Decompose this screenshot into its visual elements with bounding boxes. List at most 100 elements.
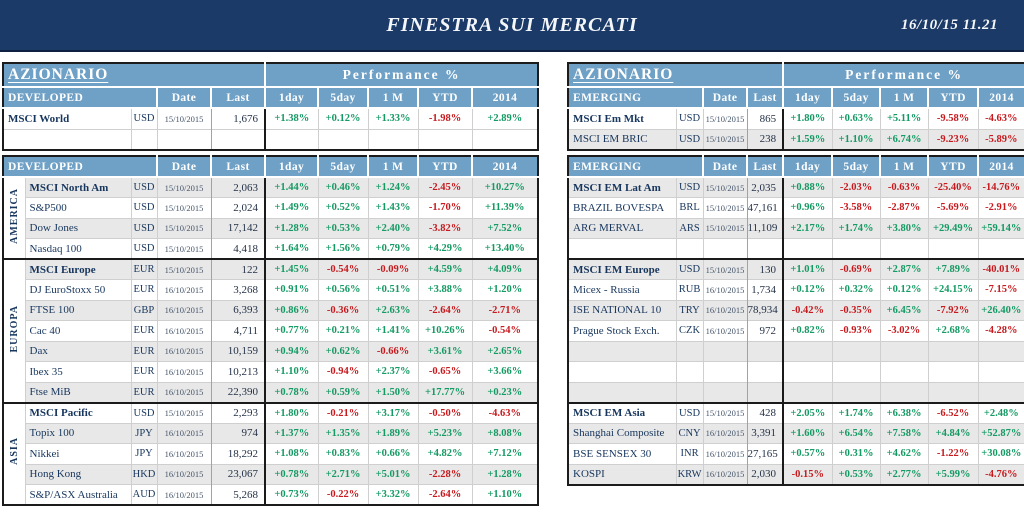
instrument-name: KOSPI — [568, 463, 677, 485]
currency: EUR — [131, 340, 158, 362]
developed-main-table: DEVELOPED Date Last 1day 5day 1 M YTD 20… — [2, 155, 540, 506]
perf-1m: -0.66% — [368, 340, 419, 362]
instrument-row: Topix 100 JPY 16/10/2015 974 +1.37% +1.35% +1.… — [3, 422, 539, 444]
title-banner: FINESTRA SUI MERCATI 16/10/15 11.21 — [0, 0, 1024, 52]
currency: KRW — [676, 463, 704, 485]
last-value: 238 — [747, 128, 784, 150]
perf-2014 — [472, 128, 539, 150]
perf-1day — [782, 381, 833, 403]
col-header-1m: 1 M — [880, 87, 930, 109]
date-value: 15/10/2015 — [702, 401, 748, 423]
perf-ytd — [418, 128, 473, 150]
perf-5day: +0.63% — [832, 107, 881, 129]
col-header-1day: 1day — [782, 156, 834, 178]
instrument-name: MSCI EM BRIC — [568, 128, 677, 150]
perf-ytd: +5.23% — [418, 422, 473, 444]
developed-board: AZIONARIO Performance % DEVELOPED Date L… — [2, 62, 540, 506]
perf-1m: +2.37% — [368, 361, 419, 382]
perf-1day: +0.12% — [782, 279, 833, 300]
date-value: 16/10/2015 — [156, 422, 212, 444]
instrument-name: ISE NATIONAL 10 — [568, 299, 677, 321]
col-header-2014: 2014 — [472, 87, 539, 109]
perf-ytd: -0.65% — [418, 361, 473, 382]
perf-1m: +6.45% — [880, 299, 929, 321]
perf-1day — [782, 238, 833, 259]
section-header-row: AZIONARIO Performance % — [3, 63, 539, 88]
perf-1m: +1.33% — [368, 107, 419, 129]
instrument-name: BSE SENSEX 30 — [568, 443, 677, 464]
perf-5day: -0.21% — [318, 401, 369, 423]
last-value: 47,161 — [747, 197, 784, 218]
last-value: 3,268 — [211, 279, 266, 300]
perf-5day — [832, 361, 881, 382]
empty-row — [3, 128, 539, 150]
last-value: 428 — [747, 401, 784, 423]
perf-2014: -4.63% — [472, 401, 539, 423]
currency: BRL — [676, 197, 704, 218]
perf-5day: -3.58% — [832, 197, 881, 218]
instrument-row: Dow Jones USD 15/10/2015 17,142 +1.28% +0.53%… — [3, 217, 539, 239]
perf-1day: +1.10% — [264, 361, 319, 382]
last-value: 972 — [747, 320, 784, 341]
perf-ytd: -5.69% — [928, 197, 979, 218]
perf-5day: +0.53% — [318, 217, 369, 239]
perf-1m: +2.40% — [368, 217, 419, 239]
perf-1m: +4.62% — [880, 443, 929, 464]
emerging-board: AZIONARIO Performance % EMERGING Date La… — [567, 62, 1024, 506]
region-label: ASIA — [8, 437, 20, 466]
instrument-name: Shanghai Composite — [568, 422, 677, 444]
instrument-name: FTSE 100 — [25, 299, 132, 321]
currency: EUR — [131, 320, 158, 341]
date-value: 16/10/2015 — [156, 443, 212, 464]
perf-2014: -14.76% — [978, 176, 1024, 198]
instrument-name: S&P/ASX Australia — [25, 484, 132, 505]
instrument-name — [568, 238, 677, 259]
col-header-5day: 5day — [318, 156, 370, 178]
perf-1day: +0.73% — [264, 484, 319, 505]
region-cell: EUROPA — [3, 258, 26, 403]
instrument-name — [568, 381, 677, 403]
date-value: 15/10/2015 — [702, 217, 748, 239]
column-header-row: DEVELOPED Date Last 1day 5day 1 M YTD 20… — [3, 87, 539, 109]
perf-1day: +0.88% — [782, 176, 833, 198]
currency: CZK — [676, 320, 704, 341]
col-header-date: Date — [157, 156, 213, 178]
perf-2014: +7.52% — [472, 217, 539, 239]
instrument-row: BSE SENSEX 30 INR 16/10/2015 27,165 +0.57% +0… — [568, 443, 1024, 464]
last-value: 130 — [747, 258, 784, 280]
perf-1m: +5.11% — [880, 107, 929, 129]
currency: HKD — [131, 463, 158, 485]
currency — [676, 381, 704, 403]
currency: USD — [131, 217, 158, 239]
perf-2014: -2.91% — [978, 197, 1024, 218]
perf-1m — [880, 340, 929, 362]
perf-1m: +2.63% — [368, 299, 419, 321]
instrument-name: Topix 100 — [25, 422, 132, 444]
perf-ytd: -9.58% — [928, 107, 979, 129]
instrument-row: Nikkei JPY 16/10/2015 18,292 +1.08% +0.83% +0.… — [3, 443, 539, 464]
perf-1m: +1.89% — [368, 422, 419, 444]
perf-2014: +13.40% — [472, 238, 539, 259]
col-header-last: Last — [211, 87, 267, 109]
perf-2014: -7.15% — [978, 279, 1024, 300]
col-header-ytd: YTD — [928, 87, 980, 109]
perf-1day: +1.37% — [264, 422, 319, 444]
perf-5day: +0.31% — [832, 443, 881, 464]
perf-1m: +0.12% — [880, 279, 929, 300]
perf-ytd: -7.92% — [928, 299, 979, 321]
currency: EUR — [131, 258, 158, 280]
last-value: 10,159 — [211, 340, 266, 362]
perf-1m: -3.02% — [880, 320, 929, 341]
col-header-last: Last — [747, 87, 785, 109]
perf-2014: -40.01% — [978, 258, 1024, 280]
perf-ytd: -9.23% — [928, 128, 979, 150]
last-value: 78,934 — [747, 299, 784, 321]
currency — [131, 128, 158, 150]
perf-ytd — [928, 381, 979, 403]
perf-1m: +3.17% — [368, 401, 419, 423]
perf-ytd: +3.88% — [418, 279, 473, 300]
currency: INR — [676, 443, 704, 464]
instrument-row: Nasdaq 100 USD 15/10/2015 4,418 +1.64% +1.56%… — [3, 238, 539, 259]
last-value: 18,292 — [211, 443, 266, 464]
perf-2014: +1.10% — [472, 484, 539, 505]
